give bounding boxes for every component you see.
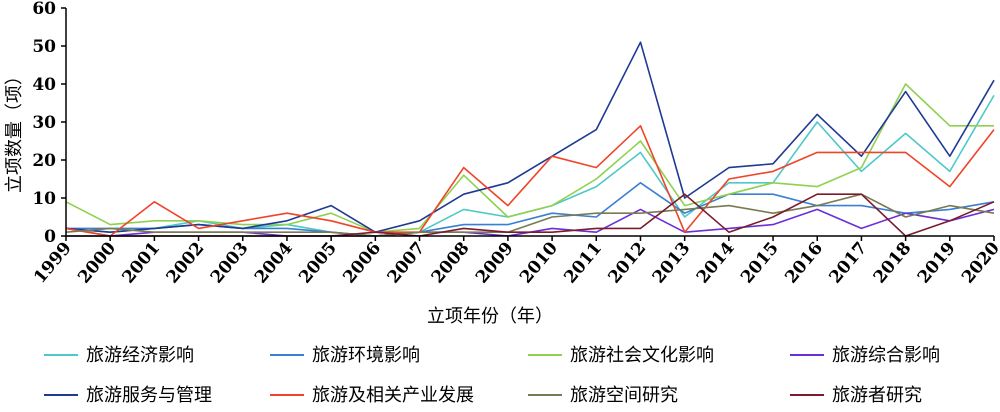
x-tick-label: 2000 <box>74 238 120 287</box>
x-tick-label: 2004 <box>251 238 297 287</box>
x-tick-label: 2003 <box>207 238 253 287</box>
y-tick-label: 50 <box>32 37 56 57</box>
x-axis-title: 立项年份（年） <box>427 306 553 327</box>
series-line-5 <box>65 125 995 237</box>
y-tick-label: 60 <box>32 0 56 19</box>
x-tick-label: 2012 <box>605 238 651 287</box>
legend-label: 旅游综合影响 <box>832 345 940 366</box>
legend-label: 旅游及相关产业发展 <box>312 385 474 406</box>
x-tick-label: 2020 <box>958 238 1000 287</box>
x-tick-label: 2014 <box>693 238 739 287</box>
x-tick-label: 2002 <box>163 238 209 287</box>
series-line-6 <box>65 193 995 237</box>
x-tick-label: 2009 <box>472 238 518 287</box>
x-tick-label: 2007 <box>384 238 430 287</box>
legend-label: 旅游社会文化影响 <box>570 345 714 366</box>
x-tick-label: 2017 <box>826 238 872 287</box>
series-line-2 <box>65 83 994 233</box>
x-tick-label: 2005 <box>295 238 341 287</box>
y-axis-ticks: 0 10 20 30 40 50 60 <box>32 0 66 247</box>
x-tick-label: 2011 <box>560 238 606 287</box>
x-tick-label: 2016 <box>781 238 827 287</box>
legend-label: 旅游服务与管理 <box>86 385 212 406</box>
series-line-0 <box>65 94 995 237</box>
plot-lines <box>65 41 995 237</box>
y-tick-label: 0 <box>44 227 56 247</box>
x-tick-label: 2001 <box>118 238 164 287</box>
y-tick-label: 30 <box>32 113 56 133</box>
series-line-4 <box>65 41 995 233</box>
legend-label: 旅游经济影响 <box>86 345 194 366</box>
y-axis-title: 立项数量（项） <box>4 67 25 193</box>
y-tick-label: 10 <box>32 189 56 209</box>
legend-label: 旅游者研究 <box>832 385 922 406</box>
x-tick-label: 2010 <box>516 238 562 287</box>
x-tick-label: 2015 <box>737 238 783 287</box>
x-tick-label: 2006 <box>339 238 385 287</box>
series-line-7 <box>66 193 995 237</box>
x-tick-label: 2019 <box>914 238 960 287</box>
y-tick-label: 20 <box>32 151 56 171</box>
y-tick-label: 40 <box>32 75 56 95</box>
x-tick-label: 2008 <box>428 238 474 287</box>
legend-label: 旅游空间研究 <box>570 385 678 406</box>
x-tick-label: 2013 <box>649 238 695 287</box>
x-tick-label: 2018 <box>870 238 916 287</box>
x-axis-ticks: 1999200020012002200320042005200620072008… <box>30 236 1000 287</box>
legend-label: 旅游环境影响 <box>312 345 420 366</box>
